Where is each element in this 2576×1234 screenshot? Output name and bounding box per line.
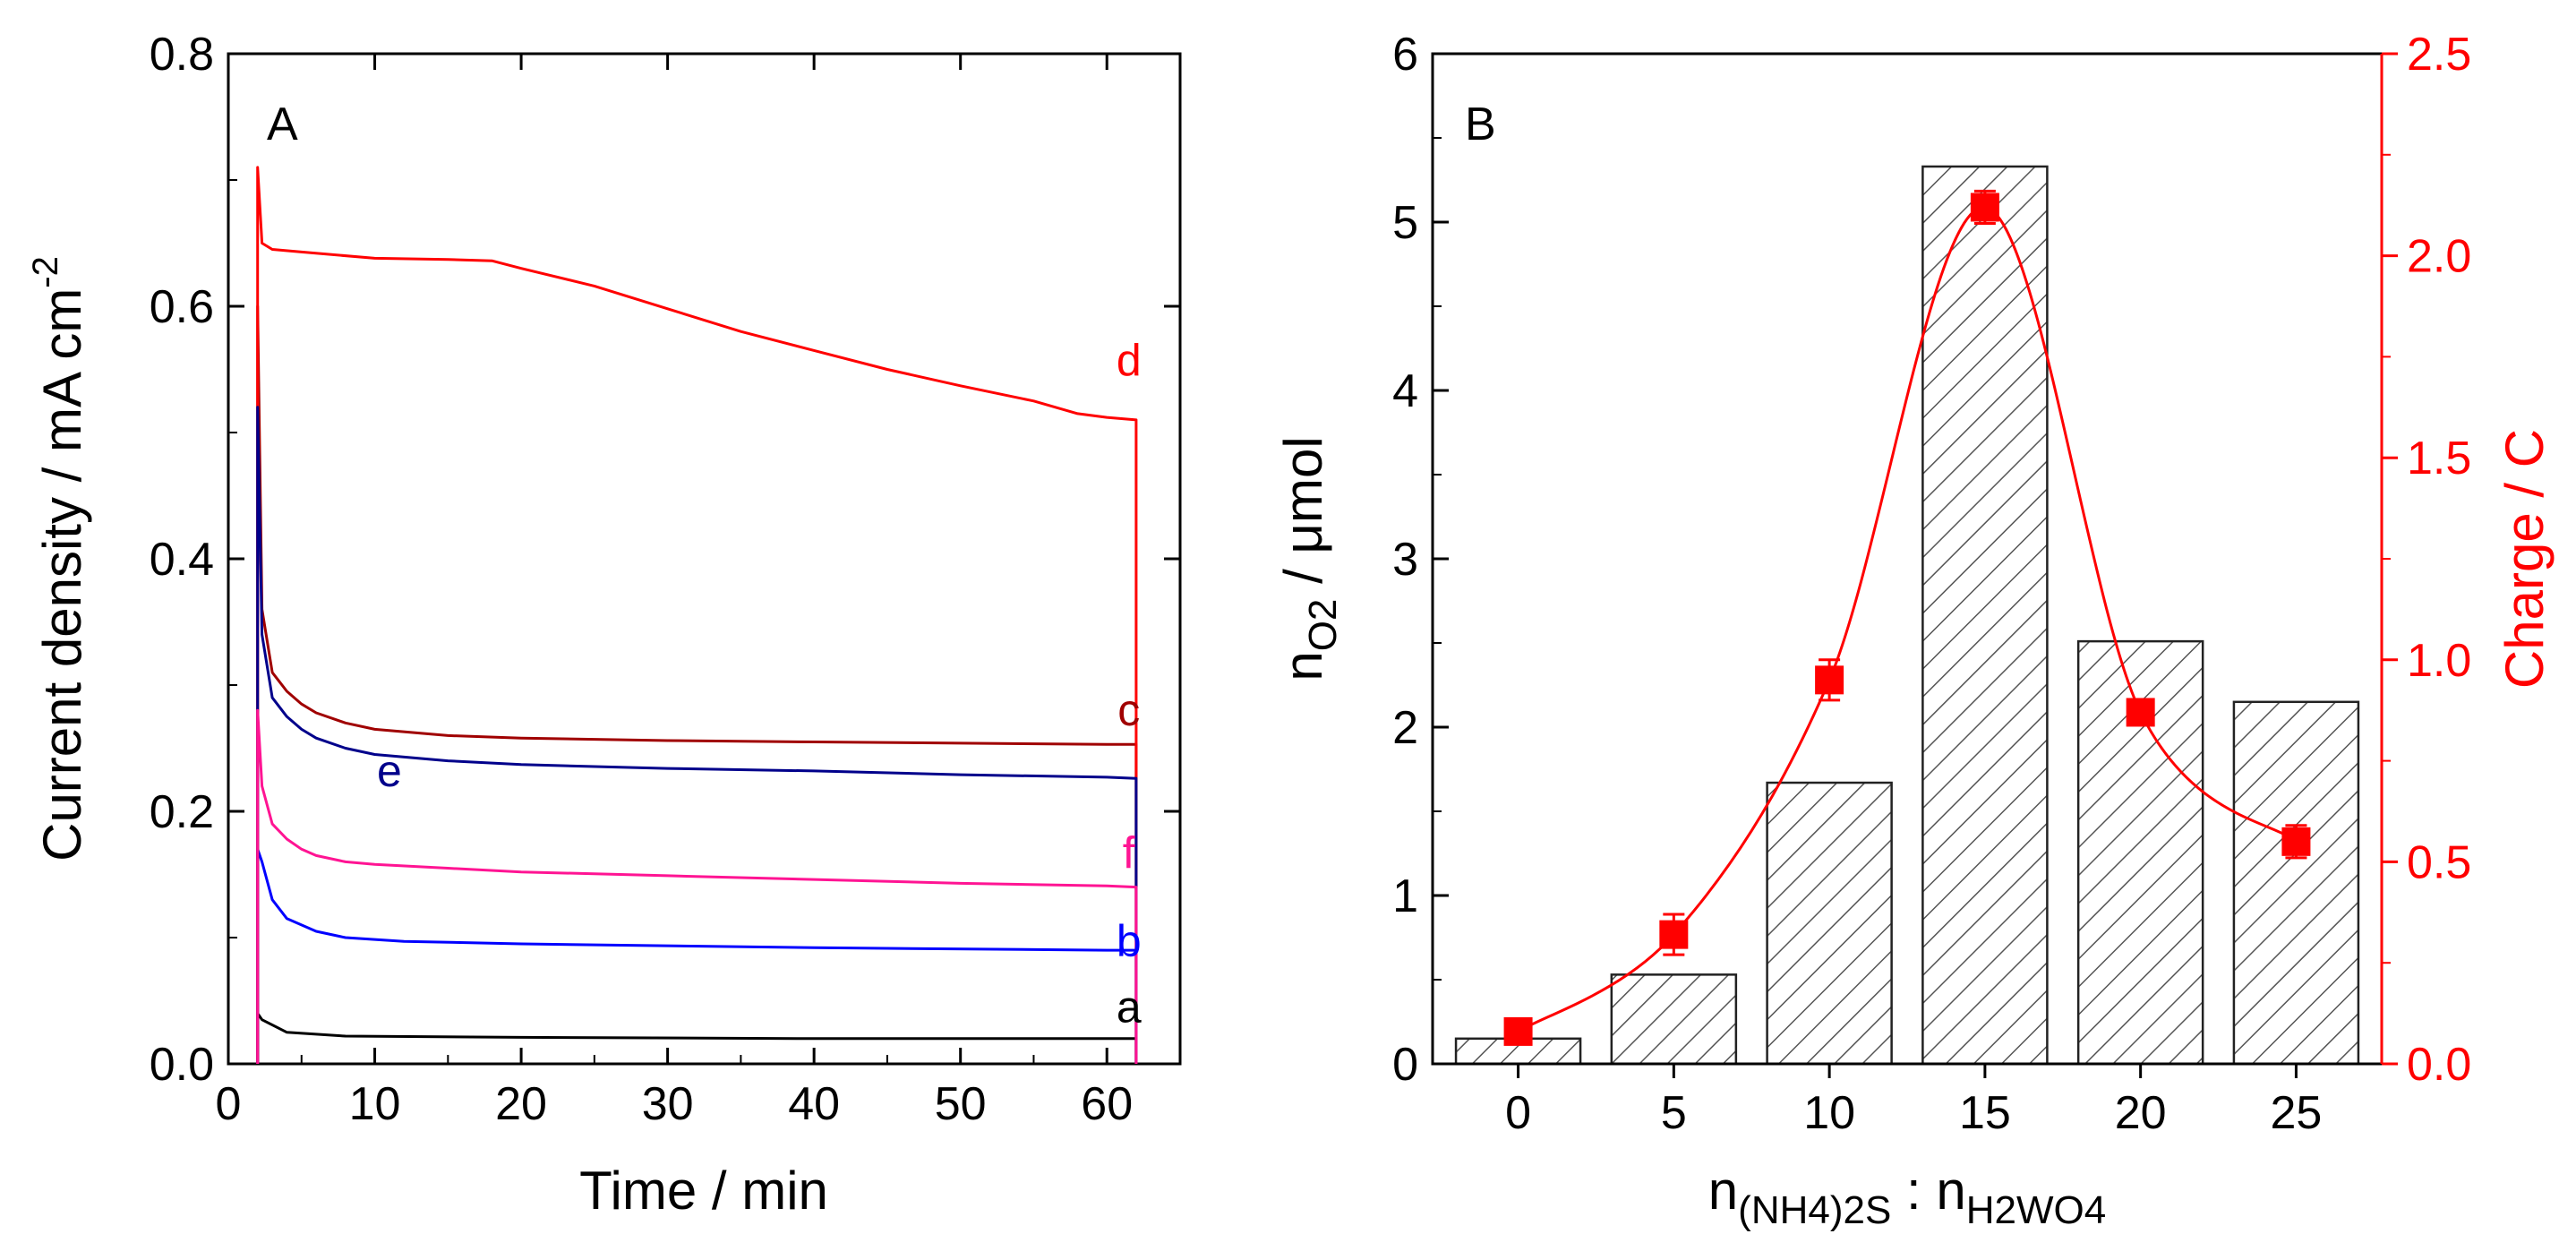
y-ticks-a: 0.0 0.2 0.4 0.6 0.8 <box>150 29 1180 1091</box>
y-axis-title-b-rest: / μmol <box>1273 436 1333 598</box>
bar-group-b <box>1454 165 2360 1066</box>
y-axis-title-b: nO2 / μmol <box>1273 436 1345 681</box>
curve-label-e: e <box>377 746 402 796</box>
charge-marker-20 <box>2126 698 2155 727</box>
y2-tick-label-b: 1.5 <box>2407 433 2471 484</box>
series-line-f <box>256 708 1138 1065</box>
y-tick-label-a: 0.2 <box>150 786 214 838</box>
y-axis-title-b-main: n <box>1273 651 1333 681</box>
x-axis-title-b: n(NH4)2S : nH2WO4 <box>1708 1161 2106 1232</box>
y-axis-title-b-sub: O2 <box>1301 599 1345 652</box>
y-tick-label-a: 0.8 <box>150 29 214 81</box>
x-axis-title-b-3: : n <box>1891 1161 1965 1221</box>
y2-tick-label-b: 0.5 <box>2407 836 2471 888</box>
x-tick-label-b: 15 <box>1959 1087 2011 1139</box>
y-tick-label-a: 0.4 <box>150 534 214 586</box>
y-tick-label-a: 0.0 <box>150 1039 214 1091</box>
chart-a: 0 10 20 30 40 50 60 0.0 0.2 0.4 0.6 0.8 d c e fba A T… <box>26 29 1182 1221</box>
x-tick-label-a: 30 <box>642 1078 694 1130</box>
series-group-a <box>256 166 1138 1065</box>
plot-frame-a <box>227 52 1182 1066</box>
y-axis-title-a-sup: -2 <box>26 256 65 288</box>
y2-tick-label-b: 0.0 <box>2407 1039 2471 1091</box>
bar-10 <box>1766 781 1893 1066</box>
series-line-d <box>256 166 1138 1065</box>
y-tick-label-a: 0.6 <box>150 281 214 333</box>
x-ticks-b: 0 5 10 15 20 25 <box>1505 1064 2322 1139</box>
curve-label-d: d <box>1117 336 1142 386</box>
y2-tick-label-b: 2.5 <box>2407 29 2471 81</box>
charge-marker-5 <box>1659 920 1689 949</box>
charge-marker-0 <box>1503 1016 1533 1046</box>
x-axis-title-a: Time / min <box>579 1161 828 1221</box>
series-line-c <box>256 304 1138 1065</box>
bar-5 <box>1610 973 1738 1066</box>
x-tick-label-b: 5 <box>1661 1087 1687 1139</box>
curve-label-f: f <box>1123 827 1135 878</box>
charge-marker-15 <box>1970 193 1999 222</box>
y-tick-label-b: 3 <box>1392 534 1418 586</box>
y-tick-label-b: 2 <box>1392 702 1418 754</box>
x-tick-label-a: 20 <box>495 1078 547 1130</box>
x-tick-label-a: 40 <box>788 1078 840 1130</box>
panel-label-b: B <box>1465 99 1496 150</box>
x-tick-label-b: 25 <box>2271 1087 2323 1139</box>
charge-series-b <box>1503 189 2311 1046</box>
panel-label-a: A <box>267 99 298 150</box>
curve-label-b: b <box>1117 916 1142 966</box>
x-axis-title-b-4: H2WO4 <box>1966 1188 2106 1232</box>
y2-axis-title-b: Charge / C <box>2495 429 2555 689</box>
x-axis-title-b-1: n <box>1708 1161 1738 1221</box>
curve-label-a: a <box>1117 981 1142 1032</box>
x-tick-label-a: 50 <box>935 1078 987 1130</box>
charge-marker-10 <box>1815 665 1844 695</box>
y-tick-label-b: 5 <box>1392 197 1418 249</box>
bar-15 <box>1921 165 2049 1066</box>
bar-25 <box>2232 700 2360 1066</box>
y2-tick-label-b: 1.0 <box>2407 635 2471 687</box>
y2-ticks-b: 0.0 0.5 1.0 1.5 2.0 2.5 <box>2382 29 2471 1091</box>
x-tick-label-b: 20 <box>2115 1087 2167 1139</box>
x-tick-label-b: 0 <box>1505 1087 1531 1139</box>
y2-tick-label-b: 2.0 <box>2407 231 2471 283</box>
y-tick-label-b: 6 <box>1392 29 1418 81</box>
curve-label-c: c <box>1117 685 1140 735</box>
x-axis-title-b-2: (NH4)2S <box>1738 1188 1891 1232</box>
series-line-b <box>256 847 1138 1065</box>
y-axis-title-a-main: Current density / mA cm <box>32 288 92 861</box>
x-ticks-a: 0 10 20 30 40 50 60 <box>216 54 1133 1130</box>
y-tick-label-b: 1 <box>1392 870 1418 922</box>
x-tick-label-b: 10 <box>1803 1087 1855 1139</box>
series-line-e <box>256 406 1138 1065</box>
charge-marker-25 <box>2281 827 2311 856</box>
y-tick-label-b: 0 <box>1392 1039 1418 1091</box>
x-tick-label-a: 60 <box>1081 1078 1133 1130</box>
y-tick-label-b: 4 <box>1392 365 1418 417</box>
x-tick-label-a: 10 <box>349 1078 401 1130</box>
x-tick-label-a: 0 <box>216 1078 242 1130</box>
series-line-a <box>256 1012 1138 1065</box>
y-ticks-b: 0 1 2 3 4 5 6 <box>1392 29 1449 1091</box>
curve-labels-a: d c e fba <box>377 336 1142 1033</box>
y-axis-title-a: Current density / mA cm-2 <box>26 256 92 861</box>
